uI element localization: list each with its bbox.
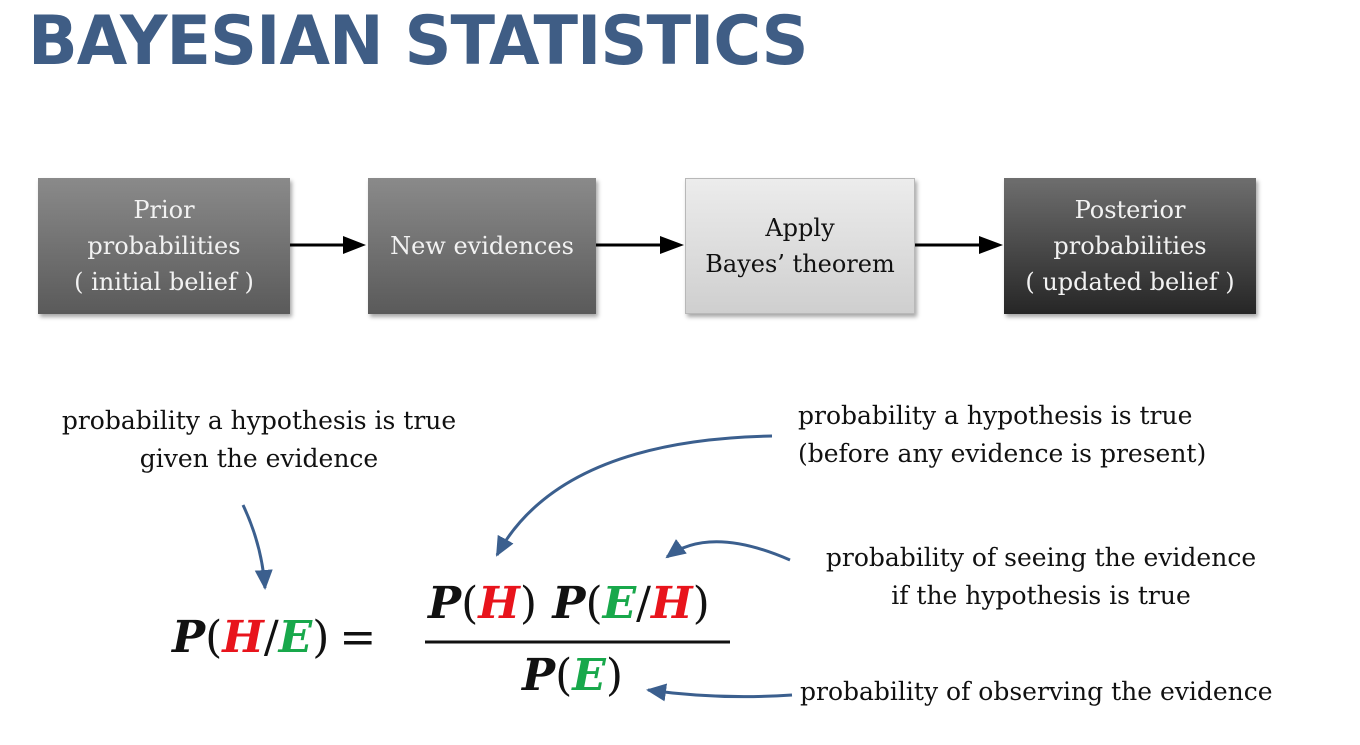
annotation-line: if the hypothesis is true — [891, 581, 1191, 610]
formula-paren: ( — [555, 650, 573, 701]
formula-paren: ) — [312, 612, 330, 663]
formula-e: E — [572, 650, 606, 701]
step-new-evidences: New evidences — [368, 178, 596, 314]
page-title: BAYESIAN STATISTICS — [28, 2, 809, 81]
likelihood-annotation: probability of seeing the evidence if th… — [800, 539, 1282, 615]
formula-e: E — [278, 612, 313, 663]
formula-e: E — [602, 578, 637, 629]
step-posterior-probabilities: Posterior probabilities ( updated belief… — [1004, 178, 1256, 314]
formula-numerator: P(H) P(E/H) — [428, 578, 710, 629]
formula-paren: ( — [585, 578, 603, 629]
step-label-line: probabilities — [1053, 232, 1207, 260]
formula-paren: ( — [461, 578, 479, 629]
flow-arrow-2 — [596, 236, 684, 254]
posterior-annotation-arrow — [241, 504, 273, 590]
formula-p: P — [172, 612, 206, 663]
formula-p: P — [428, 578, 462, 629]
formula-slash: / — [263, 612, 279, 663]
step-label-line: Posterior — [1074, 196, 1186, 224]
annotation-line: probability of observing the evidence — [800, 677, 1273, 706]
formula-h: H — [222, 612, 264, 663]
step-label-line: New evidences — [390, 232, 574, 260]
formula-p: P — [552, 578, 586, 629]
formula-paren: ) — [605, 650, 623, 701]
formula-p: P — [522, 650, 556, 701]
formula-paren: ) — [692, 578, 710, 629]
formula-denominator: P(E) — [522, 650, 623, 701]
step-label-line: Prior — [133, 196, 195, 224]
formula-h: H — [478, 578, 520, 629]
annotation-line: probability a hypothesis is true — [61, 406, 457, 435]
prior-annotation-arrow — [495, 434, 773, 557]
step-label-line: probabilities — [87, 232, 241, 260]
annotation-line: probability of seeing the evidence — [825, 543, 1257, 572]
step-apply-bayes-theorem: Apply Bayes’ theorem — [685, 178, 915, 314]
step-label-line: ( updated belief ) — [1025, 268, 1235, 296]
step-label-line: Apply — [765, 214, 835, 242]
evidence-annotation: probability of observing the evidence — [800, 673, 1273, 711]
likelihood-annotation-arrow — [665, 539, 791, 562]
step-prior-probabilities: Prior probabilities ( initial belief ) — [38, 178, 290, 314]
step-label-line: Bayes’ theorem — [705, 250, 895, 278]
flow-arrow-3 — [915, 236, 1003, 254]
formula-paren: ( — [205, 612, 223, 663]
formula-equals: = — [339, 612, 377, 663]
posterior-annotation: probability a hypothesis is true given t… — [40, 402, 478, 478]
annotation-line: probability a hypothesis is true — [798, 401, 1193, 430]
step-label-line: ( initial belief ) — [74, 268, 254, 296]
formula-paren: ) — [519, 578, 538, 629]
flow-arrow-1 — [290, 236, 366, 254]
formula-lhs: P(H/E) = — [172, 612, 386, 663]
prior-annotation: probability a hypothesis is true (before… — [798, 397, 1206, 473]
annotation-line: (before any evidence is present) — [798, 439, 1207, 468]
formula-slash: / — [636, 578, 651, 629]
annotation-line: given the evidence — [139, 444, 379, 473]
formula-h: H — [650, 578, 693, 629]
evidence-annotation-arrow — [646, 683, 793, 702]
